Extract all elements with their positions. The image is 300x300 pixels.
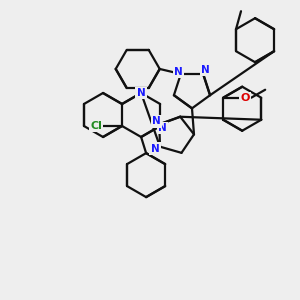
Text: N: N: [201, 65, 209, 75]
Text: N: N: [174, 67, 183, 77]
Text: N: N: [158, 123, 167, 133]
Text: N: N: [137, 88, 146, 98]
Text: N: N: [151, 144, 159, 154]
Text: O: O: [241, 93, 250, 103]
Text: N: N: [152, 116, 161, 126]
Text: Cl: Cl: [90, 121, 102, 131]
